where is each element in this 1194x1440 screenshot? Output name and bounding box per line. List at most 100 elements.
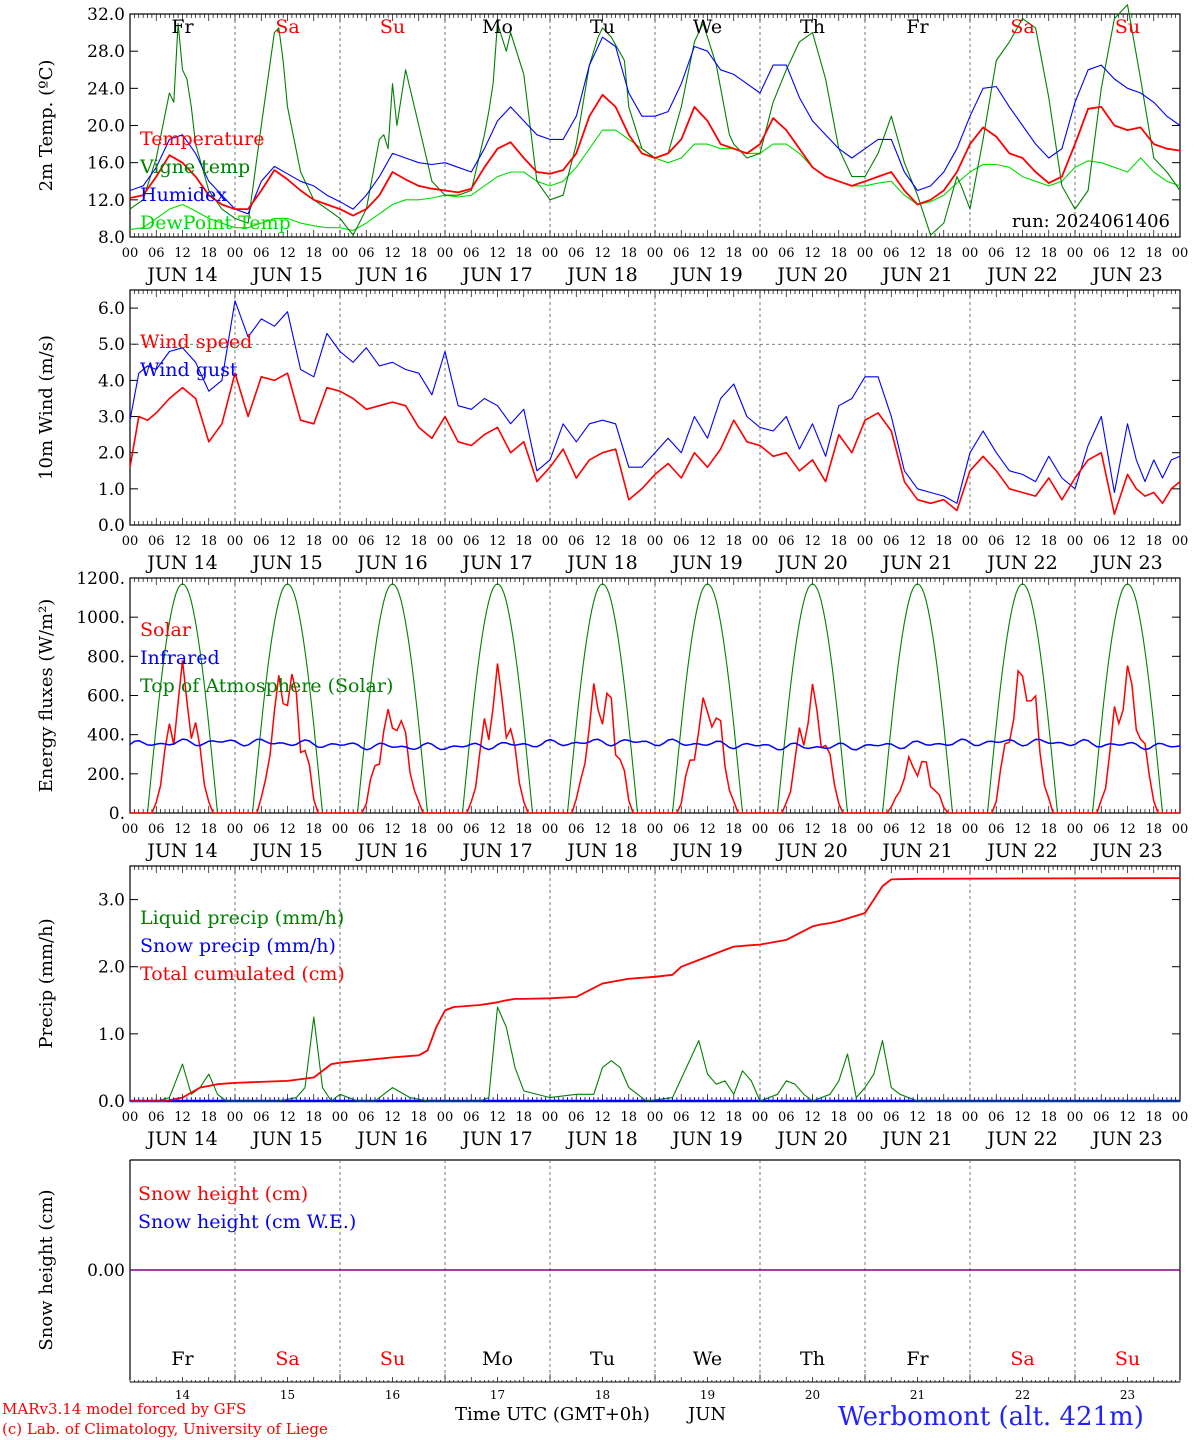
day-date-label: JUN 22 bbox=[985, 264, 1057, 286]
day-date-label: JUN 18 bbox=[565, 552, 637, 574]
weekday-label: Su bbox=[380, 1348, 405, 1370]
hour-tick-label: 00 bbox=[542, 246, 559, 261]
hour-tick-label: 00 bbox=[857, 1110, 874, 1125]
weekday-label: Tu bbox=[590, 1348, 615, 1370]
hour-tick-label: 18 bbox=[200, 534, 217, 549]
hour-tick-label: 18 bbox=[200, 246, 217, 261]
hour-tick-label: 12 bbox=[699, 822, 716, 837]
day-date-label: JUN 19 bbox=[670, 264, 742, 286]
day-date-label: JUN 22 bbox=[985, 552, 1057, 574]
day-date-label: JUN 22 bbox=[985, 840, 1057, 862]
hour-tick-label: 06 bbox=[883, 534, 900, 549]
hour-tick-label: 00 bbox=[122, 246, 139, 261]
hour-tick-label: 12 bbox=[699, 534, 716, 549]
hour-tick-label: 06 bbox=[358, 246, 375, 261]
solar-line bbox=[130, 660, 1180, 814]
hour-tick-label: 12 bbox=[594, 246, 611, 261]
hour-tick-label: 18 bbox=[620, 246, 637, 261]
hour-tick-label: 00 bbox=[752, 246, 769, 261]
y-tick-label: 800. bbox=[87, 647, 125, 667]
x-axis-month: JUN bbox=[688, 1404, 727, 1425]
y-tick-label: 16.0 bbox=[87, 154, 125, 174]
legend-entry: Top of Atmosphere (Solar) bbox=[140, 675, 393, 697]
weekday-label: Su bbox=[1115, 16, 1140, 38]
day-date-label: JUN 19 bbox=[670, 552, 742, 574]
hour-tick-label: 06 bbox=[148, 246, 165, 261]
legend-entry: Temperature bbox=[140, 128, 264, 150]
hour-tick-label: 12 bbox=[909, 1110, 926, 1125]
lab-credit: (c) Lab. of Climatology, University of L… bbox=[2, 1420, 328, 1438]
hour-tick-label: 18 bbox=[305, 822, 322, 837]
y-tick-label: 400. bbox=[87, 726, 125, 746]
day-number-label: 18 bbox=[595, 1388, 610, 1402]
hour-tick-label: 18 bbox=[410, 534, 427, 549]
hour-tick-label: 18 bbox=[935, 1110, 952, 1125]
legend-entry: Liquid precip (mm/h) bbox=[140, 907, 344, 929]
hour-tick-label: 06 bbox=[778, 534, 795, 549]
infrared-line bbox=[129, 738, 1181, 751]
hour-tick-label: 06 bbox=[568, 1110, 585, 1125]
y-tick-label: 8.0 bbox=[98, 228, 125, 248]
wind-gust-line bbox=[129, 300, 1181, 504]
y-tick-label: 5.0 bbox=[98, 335, 125, 355]
hour-tick-label: 12 bbox=[1014, 1110, 1031, 1125]
y-tick-label: 4.0 bbox=[98, 371, 125, 391]
day-date-label: JUN 23 bbox=[1090, 552, 1162, 574]
hour-tick-label: 00 bbox=[857, 822, 874, 837]
hour-tick-label: 18 bbox=[725, 534, 742, 549]
hour-tick-label: 18 bbox=[200, 1110, 217, 1125]
hour-tick-label: 06 bbox=[1093, 534, 1110, 549]
y-tick-label: 0.0 bbox=[98, 516, 125, 536]
y-axis-title: Precip (mm/h) bbox=[36, 918, 57, 1048]
hour-tick-label: 00 bbox=[122, 1110, 139, 1125]
day-date-label: JUN 14 bbox=[145, 840, 217, 862]
hour-tick-label: 06 bbox=[883, 1110, 900, 1125]
hour-tick-label: 12 bbox=[594, 1110, 611, 1125]
legend-entry: Total cumulated (cm) bbox=[140, 963, 345, 985]
legend-entry: Wind gust bbox=[140, 359, 238, 381]
hour-tick-label: 18 bbox=[1040, 246, 1057, 261]
legend-entry: DewPoint Temp bbox=[140, 212, 291, 234]
hour-tick-label: 12 bbox=[489, 1110, 506, 1125]
day-date-label: JUN 20 bbox=[775, 264, 847, 286]
day-date-label: JUN 23 bbox=[1090, 264, 1162, 286]
weekday-label: Fr bbox=[906, 1348, 929, 1370]
weekday-label: Sa bbox=[1010, 16, 1034, 38]
hour-tick-label: 12 bbox=[1014, 246, 1031, 261]
hour-tick-label: 18 bbox=[305, 534, 322, 549]
day-date-label: JUN 17 bbox=[460, 1128, 532, 1150]
y-tick-label: 3.0 bbox=[98, 891, 125, 911]
hour-tick-label: 12 bbox=[174, 534, 191, 549]
hour-tick-label: 00 bbox=[122, 534, 139, 549]
hour-tick-label: 00 bbox=[437, 822, 454, 837]
hour-tick-label: 18 bbox=[515, 1110, 532, 1125]
hour-tick-label: 18 bbox=[830, 822, 847, 837]
hour-tick-label: 12 bbox=[279, 1110, 296, 1125]
day-date-label: JUN 15 bbox=[250, 1128, 322, 1150]
y-axis-title: 2m Temp. (ºC) bbox=[36, 60, 57, 192]
hour-tick-label: 18 bbox=[830, 1110, 847, 1125]
hour-tick-label: 18 bbox=[935, 246, 952, 261]
hour-tick-label: 00 bbox=[1172, 246, 1189, 261]
hour-tick-label: 12 bbox=[174, 822, 191, 837]
y-tick-label: 20.0 bbox=[87, 117, 125, 137]
hour-tick-label: 12 bbox=[804, 1110, 821, 1125]
hour-tick-label: 00 bbox=[1067, 534, 1084, 549]
temperature-line bbox=[129, 93, 1181, 217]
hour-tick-label: 06 bbox=[883, 822, 900, 837]
day-date-label: JUN 18 bbox=[565, 1128, 637, 1150]
day-date-label: JUN 16 bbox=[355, 1128, 427, 1150]
day-date-label: JUN 15 bbox=[250, 840, 322, 862]
y-tick-label: 12.0 bbox=[87, 191, 125, 211]
hour-tick-label: 06 bbox=[883, 246, 900, 261]
day-date-label: JUN 23 bbox=[1090, 840, 1162, 862]
hour-tick-label: 18 bbox=[410, 822, 427, 837]
hour-tick-label: 12 bbox=[804, 822, 821, 837]
hour-tick-label: 12 bbox=[279, 822, 296, 837]
y-tick-label: 2.0 bbox=[98, 958, 125, 978]
hour-tick-label: 06 bbox=[778, 1110, 795, 1125]
day-number-label: 22 bbox=[1015, 1388, 1030, 1402]
hour-tick-label: 00 bbox=[542, 534, 559, 549]
hour-tick-label: 00 bbox=[647, 1110, 664, 1125]
